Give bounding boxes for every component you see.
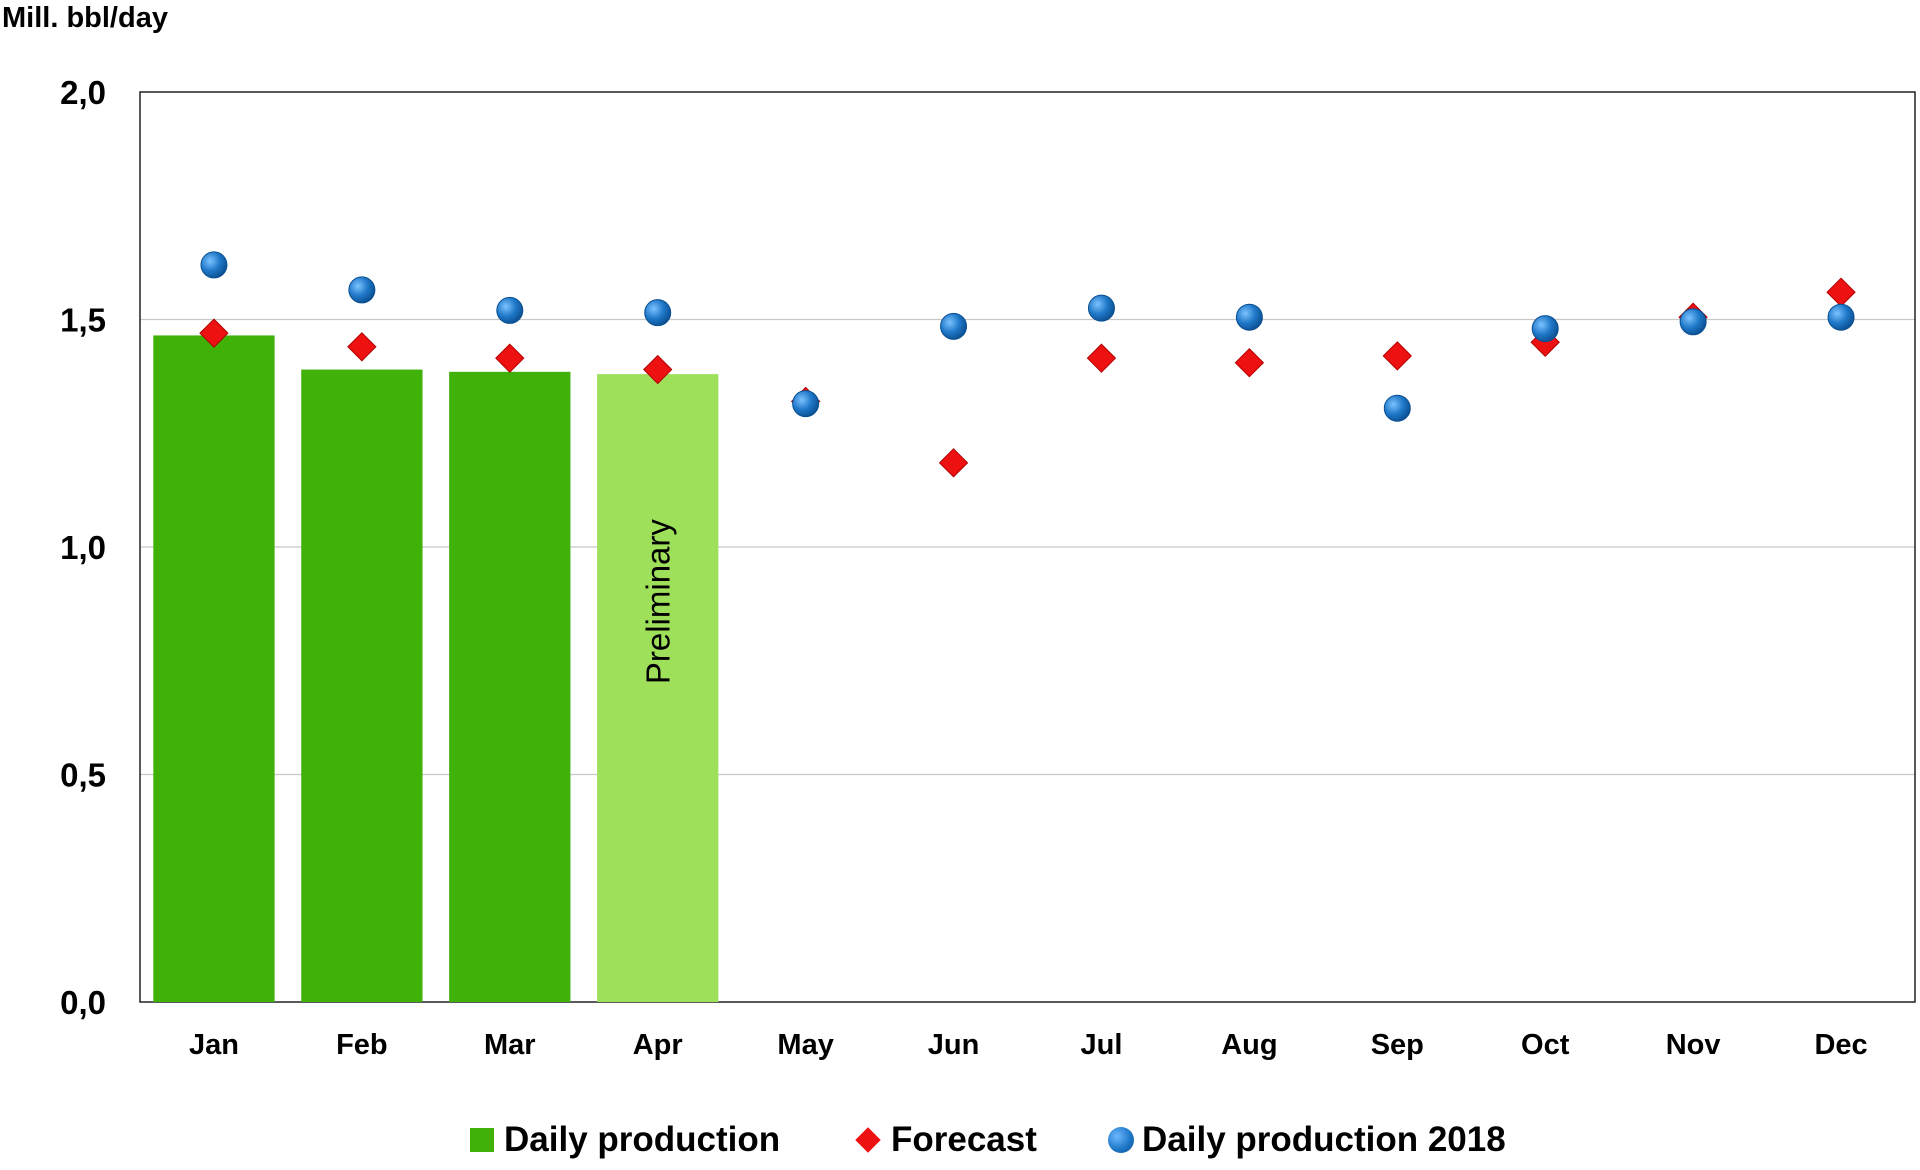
circle-swatch-icon	[1108, 1127, 1134, 1153]
y-tick-label: 2,0	[60, 74, 106, 111]
production-2018-marker	[1087, 294, 1115, 322]
production-2018-markers	[200, 251, 1855, 422]
production-2018-marker	[792, 390, 820, 418]
production-2018-marker	[200, 251, 228, 279]
x-tick-label: Jun	[928, 1029, 980, 1061]
forecast-marker	[1826, 277, 1856, 307]
x-tick-label: Apr	[633, 1029, 683, 1061]
legend-item-daily-production: Daily production	[470, 1120, 780, 1160]
legend-label: Daily production	[504, 1120, 781, 1159]
forecast-marker	[199, 318, 229, 348]
legend-label: Daily production 2018	[1142, 1120, 1506, 1159]
forecast-marker	[643, 354, 673, 385]
production-2018-marker	[1827, 303, 1855, 331]
production-2018-marker	[940, 312, 968, 340]
diamond-swatch-icon	[855, 1127, 881, 1153]
production-2018-marker	[644, 299, 672, 327]
forecast-marker	[938, 448, 969, 478]
bars	[153, 335, 719, 1003]
legend-item-daily-production-2018: Daily production 2018	[1108, 1120, 1506, 1160]
x-tick-label: Dec	[1814, 1029, 1867, 1061]
y-tick-label: 1,0	[60, 529, 106, 566]
forecast-markers	[199, 277, 1856, 478]
production-2018-marker	[1235, 303, 1263, 331]
grid-lines	[140, 318, 1915, 776]
plot-area-frame	[139, 91, 1916, 1003]
bar	[449, 371, 571, 1002]
x-tick-label: Aug	[1221, 1029, 1277, 1061]
forecast-marker	[495, 343, 525, 373]
x-tick-label: May	[777, 1029, 833, 1061]
bar	[301, 369, 423, 1002]
y-tick-label: 0,0	[60, 984, 106, 1021]
x-tick-label: Jul	[1081, 1029, 1123, 1061]
production-2018-marker	[1531, 315, 1559, 343]
x-tick-label: Oct	[1521, 1029, 1570, 1061]
x-tick-label: Nov	[1666, 1029, 1721, 1061]
annotations: Preliminary	[640, 519, 677, 685]
production-2018-marker	[496, 296, 524, 324]
bar	[153, 335, 275, 1002]
forecast-marker	[1382, 341, 1412, 371]
x-tick-label: Sep	[1371, 1029, 1424, 1061]
preliminary-annotation: Preliminary	[640, 519, 677, 685]
y-tick-label: 1,5	[60, 302, 106, 339]
forecast-marker	[1086, 343, 1117, 373]
bar-preliminary	[597, 374, 719, 1003]
production-2018-marker	[1679, 308, 1707, 336]
legend: Daily production Forecast Daily producti…	[0, 1120, 1920, 1166]
legend-label: Forecast	[891, 1120, 1037, 1159]
legend-item-forecast: Forecast	[855, 1120, 1037, 1160]
y-axis-unit-label: Mill. bbl/day	[2, 2, 168, 34]
y-axis-ticks: 0,0 0,5 1,0 1,5 2,0	[60, 74, 106, 1021]
bar-swatch-icon	[470, 1128, 494, 1152]
forecast-marker	[1234, 348, 1265, 378]
x-axis-ticks: Jan Feb Mar Apr May Jun Jul Aug Sep Oct Nov Dec	[189, 1029, 1868, 1061]
production-2018-marker	[1383, 394, 1411, 422]
x-tick-label: Jan	[189, 1029, 239, 1061]
y-tick-label: 0,5	[60, 757, 106, 794]
x-tick-label: Mar	[484, 1029, 536, 1061]
forecast-marker	[347, 332, 377, 362]
production-2018-marker	[348, 276, 376, 304]
x-tick-label: Feb	[336, 1029, 388, 1061]
